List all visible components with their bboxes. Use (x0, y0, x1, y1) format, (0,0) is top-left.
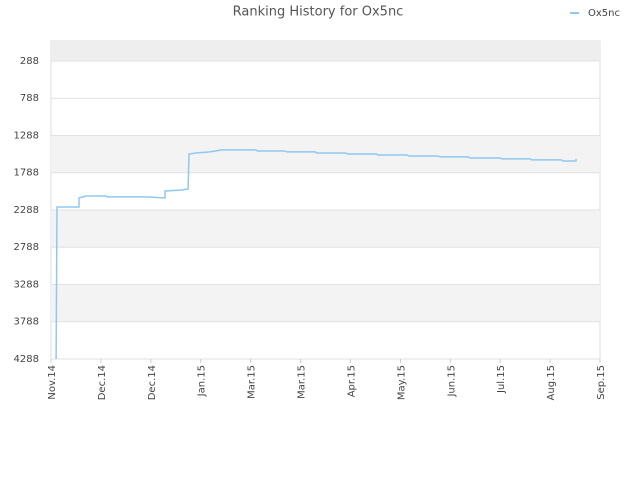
y-tick-label: 288 (20, 56, 39, 67)
x-tick-label: Aug.15 (546, 365, 557, 400)
y-tick-label: 1288 (14, 130, 39, 141)
x-tick-label: Jul.15 (496, 365, 507, 394)
band (51, 209, 600, 248)
y-tick-label: 3288 (14, 279, 39, 290)
chart-title: Ranking History for Ox5nc (233, 5, 404, 20)
x-tick-label: Dec.14 (147, 365, 158, 400)
x-tick-label: Apr.15 (346, 365, 357, 397)
x-tick-label: Sep.15 (596, 365, 607, 400)
legend-label: Ox5nc (588, 8, 620, 19)
y-tick-label: 3788 (14, 317, 39, 328)
x-tick-label: May.15 (396, 365, 407, 400)
x-tick-label: Jun.15 (446, 365, 457, 398)
x-tick-label: Mar.15 (297, 365, 308, 399)
y-tick-label: 2288 (14, 205, 39, 216)
x-tick-label: Mar.15 (247, 365, 258, 399)
y-tick-label: 1788 (14, 168, 39, 179)
band (51, 41, 600, 61)
y-tick-label: 2788 (14, 242, 39, 253)
x-tick-label: Nov.14 (47, 365, 58, 400)
y-tick-label: 788 (20, 93, 39, 104)
y-tick-label: 4288 (14, 354, 39, 365)
x-tick-label: Dec.14 (97, 365, 108, 400)
band (51, 284, 600, 322)
band (51, 135, 600, 173)
series-line (55, 149, 577, 360)
x-tick-label: Jan.15 (197, 365, 208, 397)
